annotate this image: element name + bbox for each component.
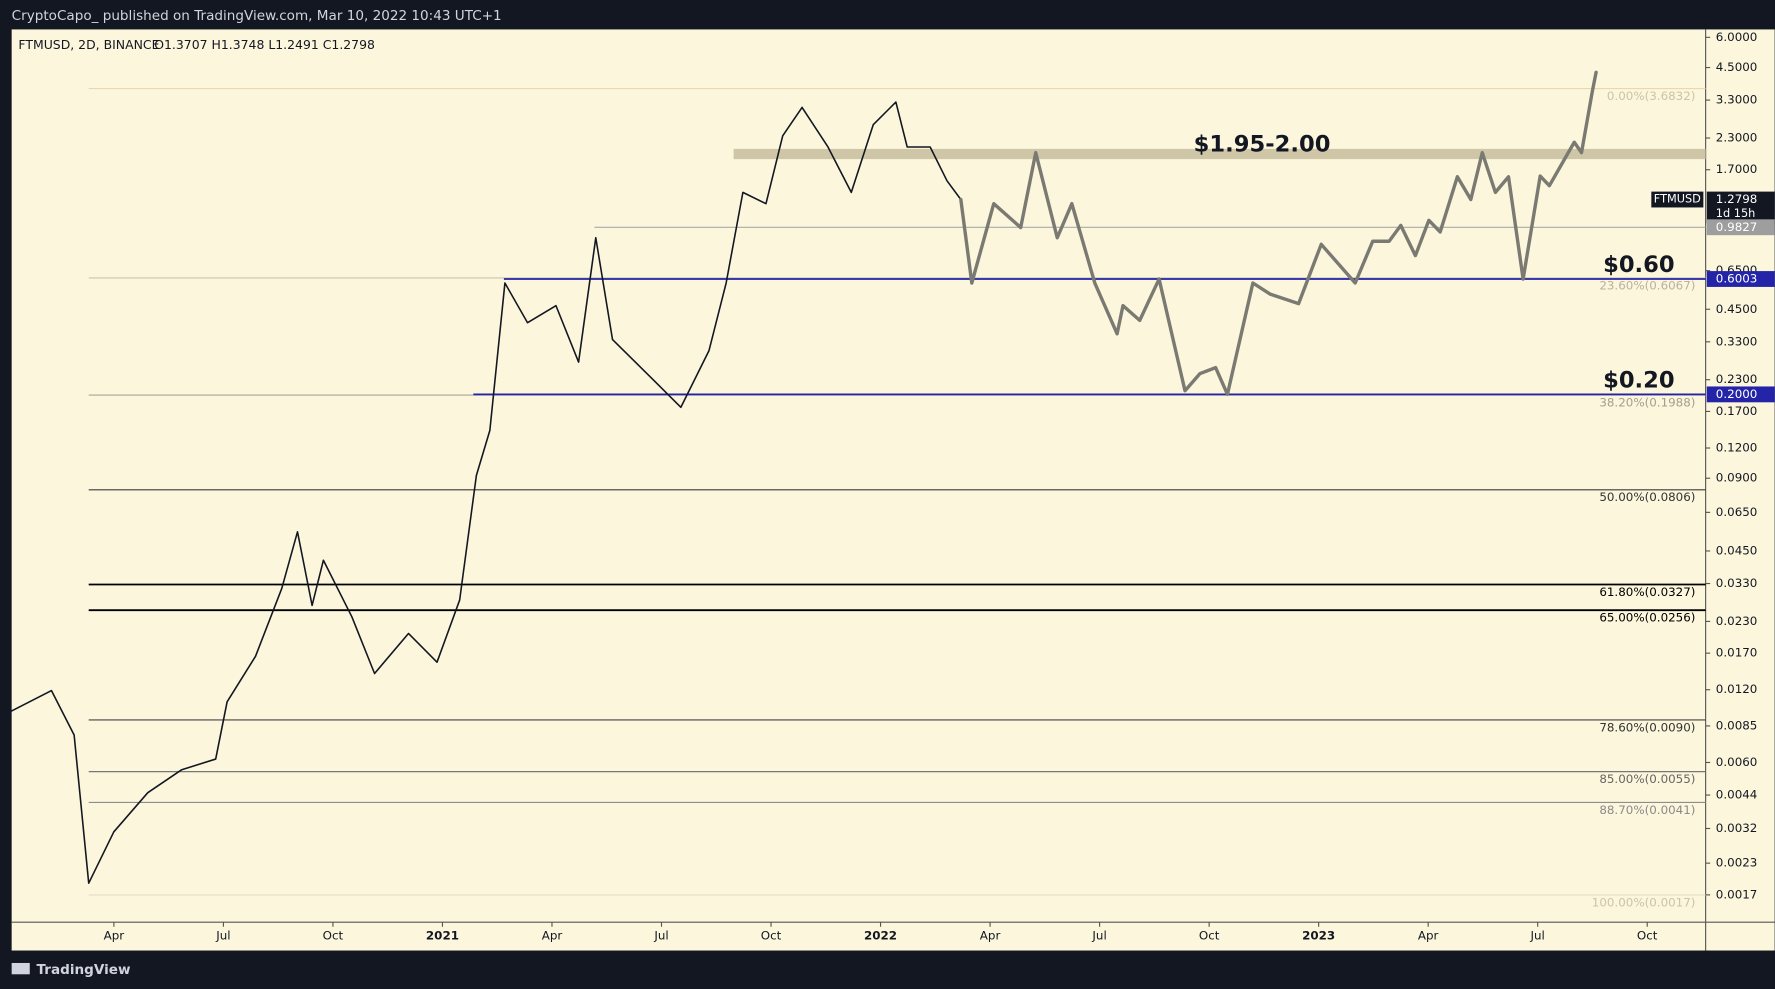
x-tick-label: Jul: [215, 928, 230, 942]
publish-info: CryptoCapo_ published on TradingView.com…: [12, 8, 502, 24]
price-badge: [1706, 271, 1775, 287]
price-badge: [1706, 386, 1775, 403]
y-tick-label: 4.5000: [1716, 60, 1758, 74]
x-tick-label: Oct: [1637, 928, 1658, 942]
y-tick-label: 6.0000: [1716, 30, 1758, 44]
x-tick-label: Apr: [104, 928, 125, 942]
fib-label: 65.00%(0.0256): [1599, 611, 1695, 625]
x-tick-label: 2021: [426, 928, 459, 942]
level-label: $0.60: [1603, 252, 1675, 278]
fib-label: 100.00%(0.0017): [1592, 895, 1696, 909]
y-tick-label: 0.0450: [1716, 543, 1758, 557]
fib-label: 78.60%(0.0090): [1599, 720, 1695, 734]
x-tick-label: Apr: [1418, 928, 1439, 942]
y-tick-label: 0.0023: [1716, 856, 1758, 870]
y-tick-label: 3.3000: [1716, 93, 1758, 107]
level-label: $0.20: [1603, 367, 1675, 393]
brand: TradingView: [37, 962, 131, 978]
price-line: [10, 101, 962, 884]
ohlc: O1.3707 H1.3748 L1.2491 C1.2798: [154, 37, 375, 52]
y-tick-label: 0.0650: [1716, 505, 1758, 519]
y-tick-label: 0.0330: [1716, 576, 1758, 590]
x-tick-label: Jul: [653, 928, 668, 942]
countdown: 1d 15h: [1716, 207, 1755, 220]
fib-label: 50.00%(0.0806): [1599, 490, 1695, 504]
x-tick-label: Jul: [1530, 928, 1545, 942]
price-badge: [1706, 191, 1775, 224]
fib-label: 88.70%(0.0041): [1599, 803, 1695, 817]
y-tick-label: 0.0017: [1716, 887, 1758, 901]
badge-label: 0.6003: [1716, 272, 1758, 286]
y-tick-label: 0.0900: [1716, 471, 1758, 485]
y-tick-label: 2.3000: [1716, 130, 1758, 144]
fib-label: 38.20%(0.1988): [1599, 395, 1695, 409]
brand-logo: [11, 962, 30, 975]
badge-label: 1.2798: [1716, 192, 1758, 206]
x-tick-label: Jul: [1091, 928, 1106, 942]
y-tick-label: 0.0060: [1716, 755, 1758, 769]
x-tick-label: 2022: [864, 928, 897, 942]
y-tick-label: 0.3300: [1716, 334, 1758, 348]
badge-label: 0.9827: [1716, 220, 1758, 234]
fib-label: 23.60%(0.6067): [1599, 278, 1695, 292]
y-tick-label: 0.1200: [1716, 441, 1758, 455]
badge-label: 0.2000: [1716, 387, 1758, 401]
plot: 6.00004.50003.30002.30001.70000.65000.45…: [10, 30, 1775, 942]
fib-label: 85.00%(0.0055): [1599, 772, 1695, 786]
y-tick-label: 0.1700: [1716, 404, 1758, 418]
x-tick-label: Oct: [1199, 928, 1220, 942]
projection-line: [959, 70, 1598, 397]
symbol-label: FTMUSD: [1654, 193, 1701, 206]
x-tick-label: Oct: [761, 928, 782, 942]
symbol-badge: [1651, 191, 1704, 208]
y-tick-label: 0.4500: [1716, 302, 1758, 316]
x-tick-label: Oct: [323, 928, 344, 942]
y-tick-label: 0.0120: [1716, 682, 1758, 696]
x-tick-label: Apr: [542, 928, 563, 942]
y-tick-label: 0.0085: [1716, 718, 1758, 732]
y-tick-label: 0.0032: [1716, 821, 1758, 835]
y-tick-label: 0.2300: [1716, 372, 1758, 386]
y-tick-label: 0.0170: [1716, 646, 1758, 660]
symbol-title: FTMUSD, 2D, BINANCE: [18, 37, 159, 52]
price-badge: [1706, 219, 1775, 236]
y-tick-label: 0.0230: [1716, 614, 1758, 628]
fib-label: 61.80%(0.0327): [1599, 585, 1695, 599]
y-tick-label: 0.0044: [1716, 788, 1758, 802]
band-label: $1.95-2.00: [1194, 131, 1331, 157]
x-tick-label: 2023: [1302, 928, 1335, 942]
x-tick-label: Apr: [980, 928, 1001, 942]
y-tick-label: 1.7000: [1716, 162, 1758, 176]
fib-label: 0.00%(3.6832): [1607, 89, 1696, 103]
